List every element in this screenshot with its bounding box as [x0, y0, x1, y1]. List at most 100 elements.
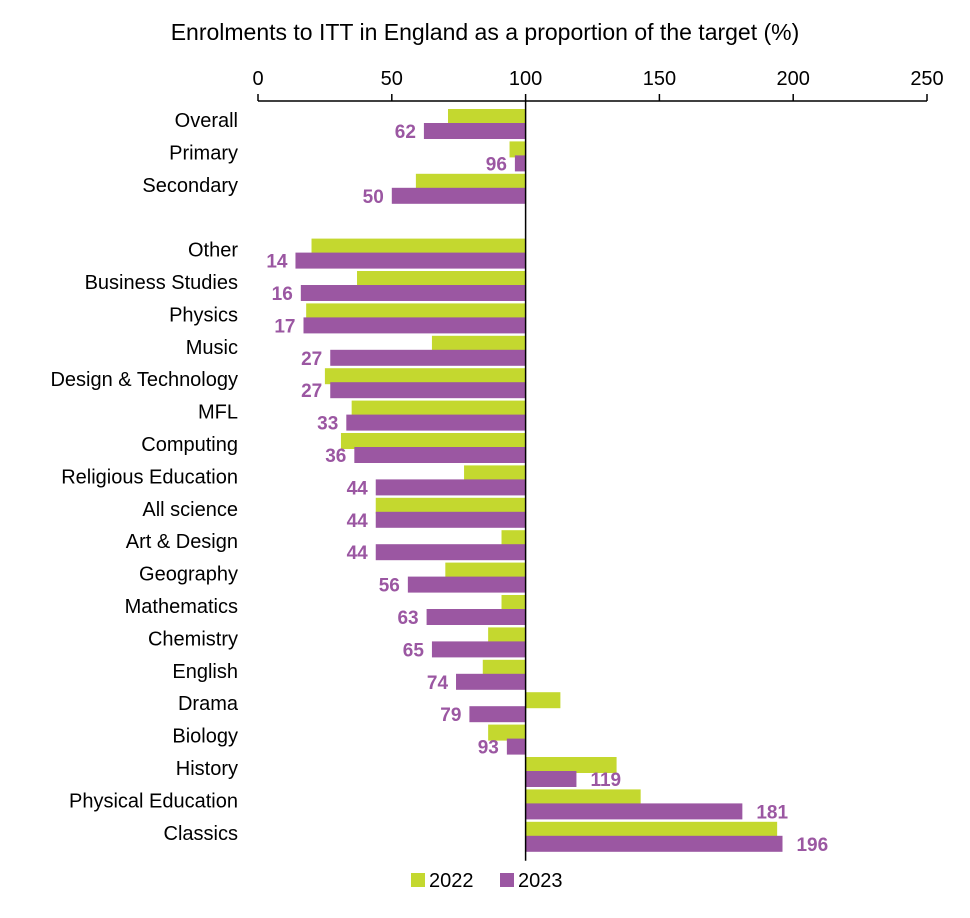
- bar-2022-3: [311, 238, 526, 255]
- category-label: Drama: [178, 693, 239, 715]
- bar-2023-11: [375, 511, 526, 528]
- bar-2022-12: [501, 530, 526, 547]
- bar-2022-2: [415, 173, 526, 190]
- bar-2022-11: [375, 497, 526, 514]
- category-label: Primary: [169, 142, 238, 164]
- x-tick-label: 100: [509, 68, 542, 90]
- bar-2022-9: [340, 433, 526, 449]
- category-label: Mathematics: [125, 596, 238, 618]
- data-label-2023: 74: [427, 673, 449, 694]
- data-label-2023: 79: [440, 705, 461, 726]
- bar-2022-20: [525, 789, 641, 806]
- data-label-2023: 33: [317, 414, 338, 435]
- bar-2023-2: [391, 187, 526, 204]
- category-label: All science: [142, 499, 238, 521]
- category-label: Overall: [175, 110, 238, 132]
- bar-2023-5: [303, 317, 526, 334]
- bar-2022-14: [501, 595, 526, 611]
- bar-2023-15: [431, 641, 526, 658]
- data-label-2023: 50: [363, 187, 384, 208]
- category-label: Business Studies: [85, 272, 238, 294]
- bar-2023-10: [375, 479, 526, 496]
- category-label: Secondary: [142, 175, 238, 197]
- x-tick-label: 0: [252, 68, 263, 90]
- chart-title: Enrolments to ITT in England as a propor…: [171, 19, 800, 45]
- bar-2023-12: [375, 544, 526, 561]
- data-label-2023: 27: [301, 349, 322, 370]
- bar-2022-19: [525, 757, 617, 773]
- data-label-2023: 44: [347, 511, 369, 532]
- category-label: Design & Technology: [50, 369, 238, 391]
- data-label-2023: 65: [403, 640, 425, 661]
- x-tick-label: 200: [777, 68, 810, 90]
- category-labels: Overall Primary Secondary Other Business Stu…: [50, 110, 238, 845]
- bar-2022-6: [431, 335, 526, 352]
- category-label: History: [176, 758, 238, 780]
- category-label: Religious Education: [61, 466, 238, 488]
- data-label-2023: 119: [590, 770, 621, 791]
- x-tick-label: 150: [643, 68, 676, 90]
- x-axis: 0 50 100 150 200 250: [252, 68, 944, 102]
- bar-2023-0: [423, 123, 526, 139]
- bar-2022-18: [488, 724, 526, 741]
- data-label-2023: 17: [274, 316, 295, 337]
- bar-2023-17: [469, 706, 526, 723]
- legend-swatch-2023: [500, 873, 514, 887]
- bar-2023-6: [330, 349, 526, 366]
- category-label: MFL: [198, 402, 238, 424]
- category-label: Chemistry: [148, 628, 238, 650]
- data-label-2023: 63: [397, 608, 418, 629]
- bar-2023-16: [456, 673, 526, 690]
- data-label-2023: 96: [486, 154, 507, 175]
- bar-2023-1: [514, 155, 526, 172]
- bar-2022-13: [445, 562, 526, 579]
- data-label-2023: 62: [395, 122, 416, 143]
- bar-2022-8: [351, 400, 526, 417]
- bar-2023-21: [525, 835, 783, 852]
- category-label: Biology: [172, 726, 238, 748]
- bar-2022-10: [464, 465, 526, 482]
- category-label: Music: [186, 337, 238, 359]
- legend: 2022 2023: [411, 870, 563, 892]
- bar-2023-4: [300, 285, 526, 301]
- bar-2022-4: [357, 271, 526, 287]
- data-label-2023: 56: [379, 576, 400, 597]
- data-label-2023: 93: [478, 738, 499, 759]
- data-label-2023: 36: [325, 446, 346, 467]
- bar-2023-19: [525, 771, 577, 787]
- data-label-2023: 44: [347, 478, 369, 499]
- bar-2023-14: [426, 609, 526, 625]
- bar-2022-17: [525, 692, 561, 709]
- x-tick-label: 250: [910, 68, 943, 90]
- bars: [295, 109, 783, 852]
- category-label: Physics: [169, 304, 238, 326]
- data-label-2023: 44: [347, 543, 369, 564]
- bar-2023-8: [346, 414, 526, 431]
- data-label-2023: 16: [272, 284, 293, 305]
- bar-2022-21: [525, 821, 778, 838]
- bar-2022-5: [306, 303, 526, 320]
- bar-2023-7: [330, 382, 526, 399]
- category-label: Geography: [139, 564, 238, 586]
- category-label: Physical Education: [69, 790, 238, 812]
- data-label-2023: 196: [796, 835, 828, 856]
- bar-2022-7: [324, 368, 526, 385]
- data-labels: 6296501416172727333644444456636574799311…: [266, 122, 828, 856]
- legend-swatch-2022: [411, 873, 425, 887]
- data-label-2023: 27: [301, 381, 322, 402]
- legend-label-2022: 2022: [429, 870, 474, 892]
- category-label: Classics: [164, 823, 238, 845]
- bar-2023-13: [407, 576, 526, 593]
- data-label-2023: 14: [266, 252, 288, 273]
- category-label: English: [172, 661, 238, 683]
- category-label: Computing: [141, 434, 238, 456]
- category-label: Art & Design: [126, 531, 238, 553]
- bar-2023-3: [295, 252, 526, 269]
- data-label-2023: 181: [756, 802, 788, 823]
- legend-label-2023: 2023: [518, 870, 563, 892]
- category-label: Other: [188, 240, 238, 262]
- x-tick-label: 50: [381, 68, 403, 90]
- bar-2023-9: [354, 447, 526, 463]
